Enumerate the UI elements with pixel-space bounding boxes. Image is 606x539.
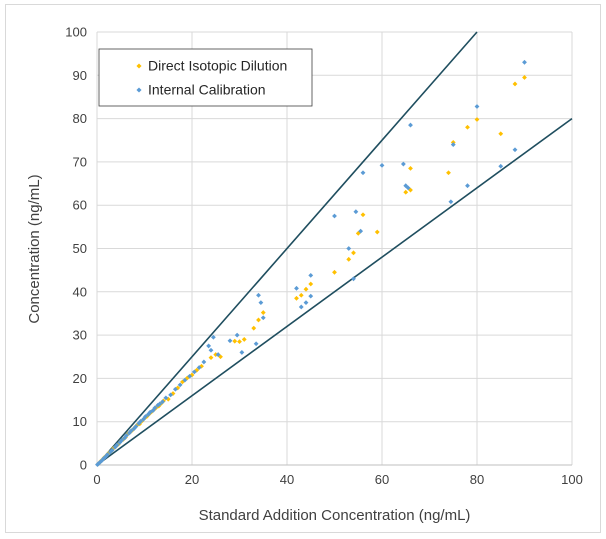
data-point-internal-calibration [234,332,240,338]
data-point-internal-calibration [353,209,359,215]
data-point-internal-calibration [253,341,259,347]
legend-box [98,48,313,107]
reference-lines [96,31,573,466]
data-point-direct-isotopic-dilution [346,256,352,262]
data-point-internal-calibration [201,359,207,365]
data-point-internal-calibration [522,59,527,65]
x-tick-label: 20 [185,472,199,487]
y-tick-label: 90 [73,68,87,83]
y-axis-tick-labels: 0 10 20 30 40 50 60 70 80 90 100 [65,25,87,473]
y-tick-label: 20 [73,371,87,386]
legend-label-direct-isotopic-dilution: Direct Isotopic Dilution [148,58,287,74]
data-point-internal-calibration [346,246,352,251]
series-internal-calibration [95,59,527,467]
data-point-direct-isotopic-dilution [360,212,366,218]
data-point-internal-calibration [206,343,212,349]
data-point-direct-isotopic-dilution [374,229,380,235]
x-axis-tick-labels: 0 20 40 60 80 100 [93,472,582,487]
data-point-internal-calibration [498,163,504,169]
reference-line-1 [96,31,478,466]
data-point-direct-isotopic-dilution [351,250,356,256]
x-axis-title: Standard Addition Concentration (ng/mL) [199,507,471,524]
legend-label-internal-calibration: Internal Calibration [148,82,266,98]
scatter-chart: 0 20 40 60 80 100 0 10 20 30 40 50 60 70 80 90 100 Stan… [26,25,583,525]
data-point-internal-calibration [294,285,299,291]
chart-area: 0 20 40 60 80 100 0 10 20 30 40 50 60 70 80 90 100 Stan… [5,4,601,533]
data-point-direct-isotopic-dilution [260,310,266,315]
data-point-internal-calibration [360,170,366,176]
data-point-direct-isotopic-dilution [256,317,261,323]
y-tick-label: 30 [73,328,87,343]
data-point-internal-calibration [256,292,261,298]
data-point-direct-isotopic-dilution [298,292,304,298]
legend-item-internal-calibration: Internal Calibration [136,82,266,98]
data-point-direct-isotopic-dilution [237,339,242,345]
data-point-internal-calibration [408,122,413,128]
data-point-direct-isotopic-dilution [474,117,480,122]
y-tick-label: 80 [73,111,87,126]
data-point-internal-calibration [227,338,233,344]
data-point-internal-calibration [258,300,264,306]
data-point-direct-isotopic-dilution [446,170,451,176]
gridlines [96,31,573,466]
data-point-internal-calibration [448,199,454,205]
data-point-direct-isotopic-dilution [465,124,470,130]
data-point-internal-calibration [308,293,314,299]
data-point-direct-isotopic-dilution [303,286,309,292]
data-point-direct-isotopic-dilution [232,338,238,344]
data-point-direct-isotopic-dilution [208,355,214,361]
reference-line-2 [96,117,573,466]
data-point-direct-isotopic-dilution [408,165,413,171]
data-point-direct-isotopic-dilution [251,325,257,331]
data-point-internal-calibration [298,304,304,310]
x-tick-label: 40 [280,472,294,487]
data-point-internal-calibration [512,147,518,153]
data-point-internal-calibration [379,162,385,168]
x-tick-label: 80 [470,472,484,487]
data-points [95,59,527,467]
data-point-internal-calibration [239,350,245,355]
data-point-direct-isotopic-dilution [332,269,337,275]
y-tick-label: 70 [73,154,87,169]
y-tick-label: 60 [73,198,87,213]
data-point-internal-calibration [260,315,266,321]
data-point-direct-isotopic-dilution [498,131,504,137]
y-tick-label: 50 [73,241,87,256]
y-tick-label: 0 [80,458,87,473]
x-tick-label: 100 [561,472,583,487]
data-point-direct-isotopic-dilution [512,81,518,87]
data-point-direct-isotopic-dilution [403,189,409,195]
y-tick-label: 40 [73,284,87,299]
y-axis-title: Concentration (ng/mL) [26,174,43,323]
data-point-internal-calibration [474,104,480,109]
legend-item-direct-isotopic-dilution: Direct Isotopic Dilution [136,58,287,74]
data-point-direct-isotopic-dilution [241,337,247,342]
series-direct-isotopic-dilution [95,75,527,467]
data-point-direct-isotopic-dilution [308,281,314,287]
data-point-internal-calibration [208,347,214,353]
x-tick-label: 60 [375,472,389,487]
data-point-internal-calibration [465,183,470,189]
x-tick-label: 0 [93,472,100,487]
data-point-internal-calibration [303,300,309,306]
y-tick-label: 100 [65,25,87,40]
data-point-internal-calibration [332,213,337,219]
data-point-direct-isotopic-dilution [294,295,299,301]
y-tick-label: 10 [73,414,87,429]
legend: Direct Isotopic Dilution Internal Calibr… [98,48,313,107]
data-point-internal-calibration [308,272,314,278]
